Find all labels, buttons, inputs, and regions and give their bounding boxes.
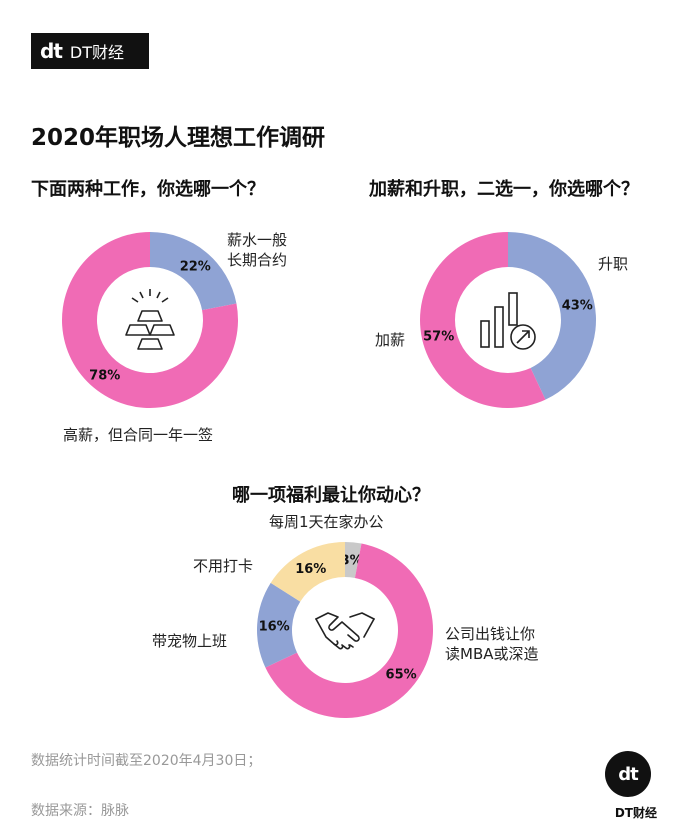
donut-3-slice-3: [257, 582, 301, 668]
donut-3-slice-1: [345, 542, 362, 578]
footnote-source: 数据来源：脉脉: [31, 803, 129, 819]
donut-chart-q3: 3% 65% 16% 16%: [257, 542, 433, 718]
q3-label-pets: 带宠物上班: [152, 632, 228, 650]
q3-label-line-2: 读MBA或深造: [445, 645, 539, 664]
q2-label-raise: 加薪: [375, 331, 406, 349]
q3-label-line-1: 公司出钱让你: [445, 625, 536, 643]
brand-name: DT财经: [69, 43, 124, 62]
q1-label-high-pay: 高薪，但合同一年一签: [63, 426, 214, 444]
brand-badge-name: DT财经: [614, 806, 657, 820]
donut-1-slice-1-label: 22%: [180, 259, 211, 274]
brand-badge: dt: [605, 751, 651, 797]
donut-chart-q1: 22% 78%: [62, 232, 239, 408]
brand-mark: dt: [40, 39, 63, 63]
question-1-title: 下面两种工作，你选哪一个？: [31, 179, 265, 200]
brand-logo: dt DT财经: [31, 33, 149, 69]
donut-3-slice-1-label: 3%: [341, 553, 363, 568]
question-3-title: 哪一项福利最让你动心？: [232, 485, 430, 506]
handshake-icon: [315, 612, 375, 650]
donut-3-slice-4: [270, 542, 345, 602]
q3-label-no-clock-in: 不用打卡: [193, 557, 254, 575]
q1-label-line-2: 长期合约: [227, 251, 288, 270]
donut-2-slice-1-label: 43%: [562, 299, 593, 314]
donut-2-slice-1: [508, 232, 596, 400]
donut-3-slice-4-label: 16%: [295, 562, 326, 577]
q3-label-wfh: 每周1天在家办公: [269, 513, 384, 531]
q2-label-promotion: 升职: [598, 255, 629, 273]
donut-1-slice-2: [62, 232, 239, 408]
footnote-date: 数据统计时间截至2020年4月30日；: [31, 753, 262, 769]
donut-3-slice-2-label: 65%: [386, 668, 417, 683]
question-2-title: 加薪和升职，二选一，你选哪个？: [369, 179, 639, 200]
donut-1-slice-1: [150, 232, 237, 311]
growth-chart-icon: [480, 292, 536, 350]
donut-chart-q2: 43% 57%: [420, 232, 596, 408]
q1-label-low-pay-long-contract: 薪水一般 长期合约: [227, 230, 287, 271]
donut-2-slice-2-label: 57%: [423, 329, 454, 344]
donut-2-slice-2: [420, 232, 546, 408]
donut-3-slice-2: [265, 543, 433, 718]
donut-1-slice-2-label: 78%: [89, 369, 120, 384]
gold-bars-icon: [125, 289, 175, 350]
page-title: 2020年职场人理想工作调研: [31, 125, 326, 151]
donut-3-slice-3-label: 16%: [259, 620, 290, 635]
q1-label-line-1: 薪水一般: [227, 231, 288, 249]
q3-label-mba: 公司出钱让你 读MBA或深造: [445, 624, 539, 665]
